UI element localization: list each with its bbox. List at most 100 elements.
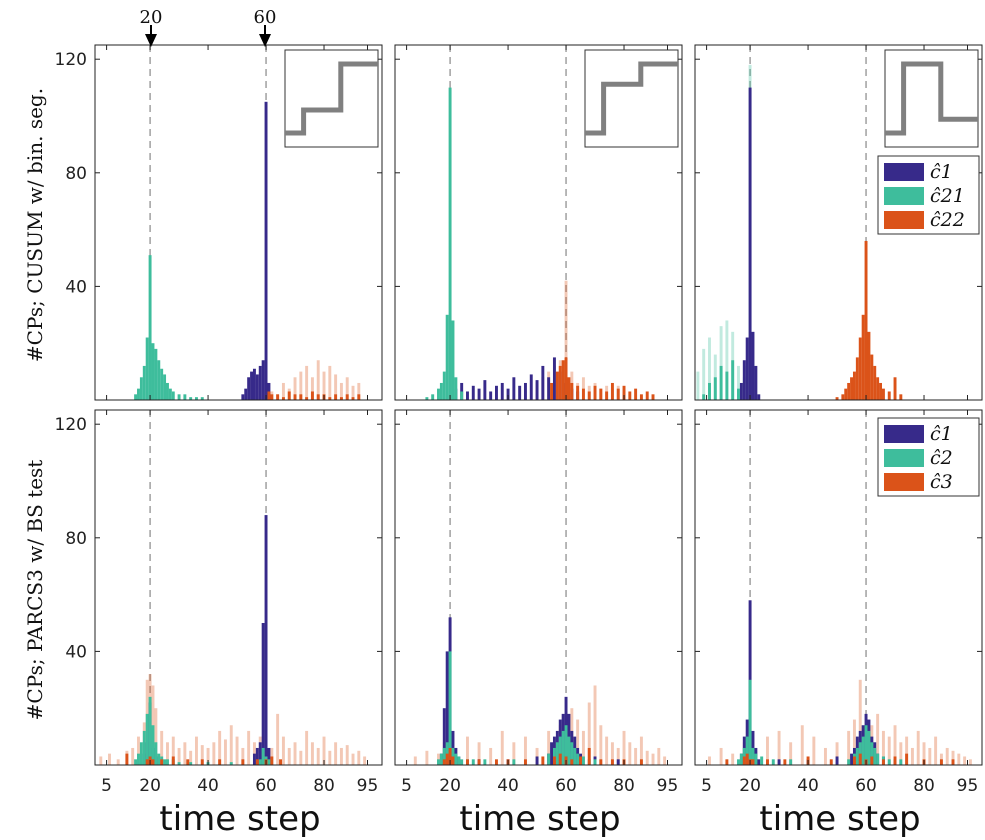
bar-c2 xyxy=(561,730,565,765)
bar-c2 xyxy=(189,762,193,765)
faded-bar xyxy=(523,736,527,765)
faded-bar xyxy=(893,725,897,765)
faded-bar xyxy=(357,382,361,400)
bar-c2 xyxy=(171,391,175,400)
bar-c3 xyxy=(829,759,833,765)
legend-label: ĉ2 xyxy=(930,447,953,469)
x-tick-label: 95 xyxy=(357,776,379,796)
bar-c2 xyxy=(145,713,149,765)
bar-c2 xyxy=(448,651,452,765)
bar-c2 xyxy=(702,394,706,400)
bar-c2 xyxy=(168,388,172,400)
bar-c2 xyxy=(166,382,169,400)
bar-c1 xyxy=(523,382,527,400)
bar-c2 xyxy=(754,753,758,765)
arrow-label-20: 20 xyxy=(140,7,163,28)
bar-c2 xyxy=(719,365,723,400)
bar-c3 xyxy=(339,397,343,400)
bar-c3 xyxy=(873,365,877,400)
bar-c3 xyxy=(905,753,909,765)
bar-c3 xyxy=(622,385,626,400)
legend-label: ĉ22 xyxy=(930,209,965,231)
bar-c3 xyxy=(852,756,856,765)
bar-c2 xyxy=(437,388,440,400)
faded-bar xyxy=(276,713,280,765)
bar-c2 xyxy=(737,759,740,765)
faded-bar xyxy=(466,736,469,765)
faded-bar xyxy=(581,730,585,765)
bar-c2 xyxy=(887,759,891,765)
faded-bar xyxy=(489,747,493,765)
bar-c2 xyxy=(431,394,435,400)
bar-c2 xyxy=(151,725,155,765)
faded-bar xyxy=(651,753,655,765)
bar-c2 xyxy=(457,756,461,765)
bar-c1 xyxy=(241,394,245,400)
bar-c1 xyxy=(757,759,761,765)
bar-c2 xyxy=(437,759,440,765)
bar-c2 xyxy=(751,747,755,765)
bar-c3 xyxy=(357,394,361,400)
bar-c1 xyxy=(739,382,743,400)
legend-label: ĉ1 xyxy=(930,161,953,183)
bar-c2 xyxy=(567,736,571,765)
legend-swatch-c1 xyxy=(884,425,924,443)
bar-c2 xyxy=(558,736,562,765)
faded-bar xyxy=(852,719,856,765)
x-tick-label: 80 xyxy=(913,776,935,796)
bar-c3 xyxy=(270,394,274,400)
x-tick-label: 95 xyxy=(657,776,679,796)
bar-c1 xyxy=(748,87,752,400)
x-tick-label: 80 xyxy=(313,776,335,796)
bar-c3 xyxy=(561,360,565,400)
bar-c2 xyxy=(847,759,851,765)
bar-c2 xyxy=(899,759,903,765)
faded-bar xyxy=(800,725,804,765)
bar-c1 xyxy=(835,756,839,765)
bar-c2 xyxy=(442,371,446,400)
bar-c1 xyxy=(616,759,620,765)
bar-c3 xyxy=(451,756,455,765)
bar-c3 xyxy=(442,759,446,765)
bar-c2 xyxy=(771,759,775,765)
faded-bar xyxy=(622,730,626,765)
bar-c2 xyxy=(145,337,149,400)
faded-bar xyxy=(657,747,661,765)
legend-swatch-c1 xyxy=(884,163,924,181)
bar-c2 xyxy=(739,753,743,765)
bar-c3 xyxy=(287,391,291,400)
bar-c3 xyxy=(881,388,885,400)
x-tick-label: 5 xyxy=(101,776,112,796)
bar-c1 xyxy=(547,377,551,400)
x-tick-label: 20 xyxy=(739,776,761,796)
faded-bar xyxy=(576,719,580,765)
faded-bar xyxy=(605,736,609,765)
bar-c1 xyxy=(258,742,262,765)
bar-c1 xyxy=(754,365,758,400)
x-tick-label: 40 xyxy=(497,776,519,796)
inset-step-line xyxy=(285,61,378,136)
bar-c1 xyxy=(471,385,475,400)
y-axis-label-top: #CPs; CUSUM w/ bin. seg. xyxy=(23,88,47,362)
faded-bar xyxy=(171,736,175,765)
bar-c2 xyxy=(139,742,143,765)
x-tick-label: 60 xyxy=(255,776,277,796)
faded-bar xyxy=(322,736,326,765)
faded-bar xyxy=(200,745,204,765)
bar-c3 xyxy=(628,391,632,400)
faded-bar xyxy=(789,742,793,765)
bar-c2 xyxy=(177,762,181,765)
faded-bar xyxy=(928,747,932,765)
faded-bar xyxy=(328,365,332,400)
faded-bar xyxy=(328,750,332,765)
plot-frame xyxy=(694,409,983,766)
faded-bar xyxy=(235,736,239,765)
bar-c2 xyxy=(547,753,551,765)
faded-bar xyxy=(708,337,711,400)
bar-c3 xyxy=(276,394,280,400)
bar-c2 xyxy=(195,397,198,400)
y-tick-label: 120 xyxy=(55,415,87,435)
x-tick-label: 20 xyxy=(439,776,461,796)
legend-label: ĉ21 xyxy=(930,185,965,207)
faded-bar xyxy=(413,756,417,765)
